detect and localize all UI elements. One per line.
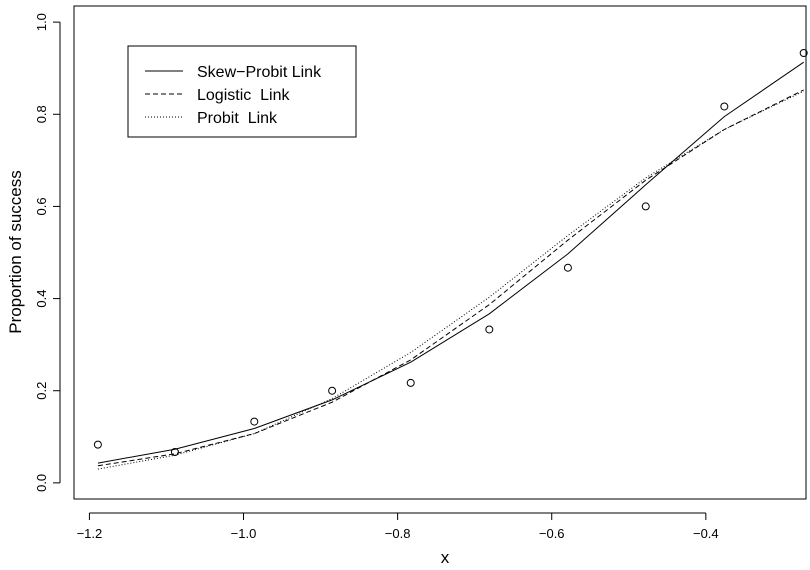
legend-label-skew-probit: Skew−Probit Link <box>197 64 322 81</box>
data-point <box>250 417 259 426</box>
y-tick-label: 1.0 <box>34 13 49 31</box>
x-tick-label: −0.4 <box>693 526 719 541</box>
x-tick-label: −0.8 <box>385 526 411 541</box>
data-point <box>93 440 102 449</box>
y-axis: 0.0 0.2 0.4 0.6 0.8 1.0 <box>34 13 61 492</box>
legend-box <box>127 45 357 138</box>
data-point <box>485 325 494 334</box>
y-tick-label: 0.4 <box>34 290 49 308</box>
data-point <box>720 102 729 111</box>
legend-label-logistic: Logistic Link <box>197 87 290 104</box>
x-axis-title: x <box>441 548 450 567</box>
series-line-2 <box>97 90 804 470</box>
data-point <box>641 202 650 211</box>
series-line-1 <box>97 89 804 467</box>
data-point <box>563 263 572 272</box>
plot-frame <box>73 5 807 500</box>
x-tick-label: −1.2 <box>77 526 103 541</box>
data-point <box>799 48 808 57</box>
series-layer <box>97 61 804 470</box>
legend-label-probit: Probit Link <box>197 110 278 127</box>
y-tick-label: 0.2 <box>34 382 49 400</box>
y-tick-label: 0.0 <box>34 474 49 492</box>
data-point <box>328 386 337 395</box>
series-line-0 <box>97 61 804 464</box>
data-point <box>170 448 179 457</box>
x-tick-label: −0.6 <box>539 526 565 541</box>
legend: Skew−Probit Link Logistic Link Probit Li… <box>127 45 357 138</box>
data-point <box>406 378 415 387</box>
y-axis-title: Proportion of success <box>6 170 25 333</box>
y-tick-label: 0.6 <box>34 197 49 215</box>
x-tick-label: −1.0 <box>231 526 257 541</box>
observed-points <box>93 48 808 457</box>
y-tick-label: 0.8 <box>34 105 49 123</box>
x-axis: −1.2 −1.0 −0.8 −0.6 −0.4 <box>77 512 719 541</box>
